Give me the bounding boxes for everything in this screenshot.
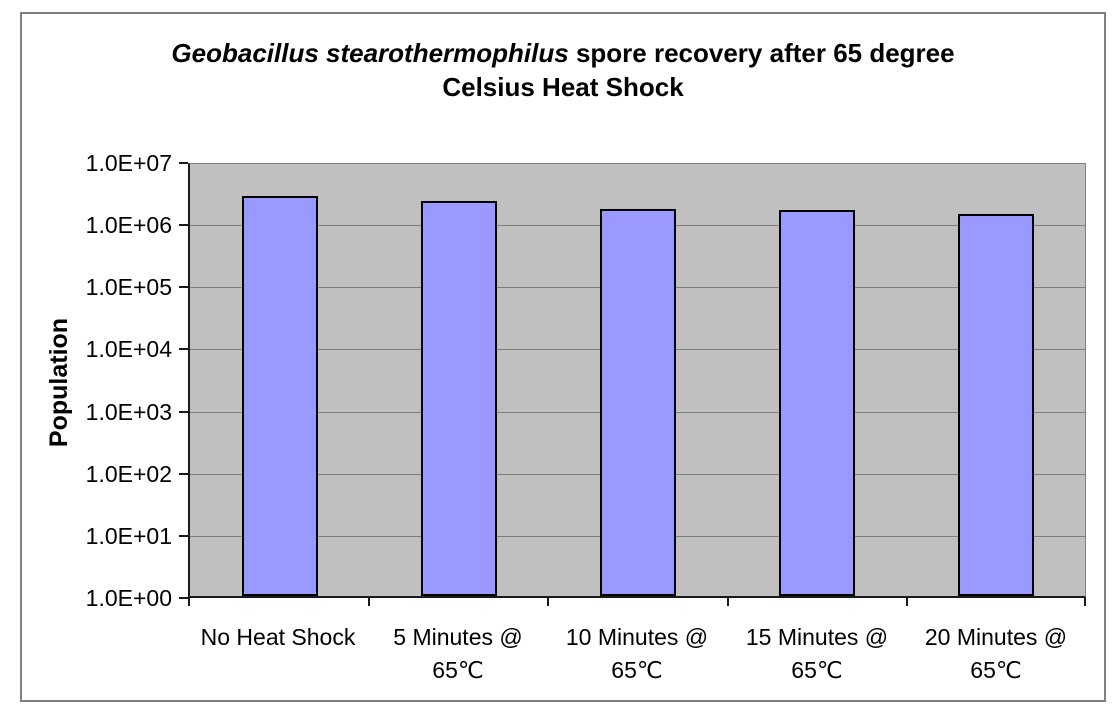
y-tick-mark xyxy=(179,224,188,226)
x-category-label-5-minutes-65: 5 Minutes @ 65℃ xyxy=(368,621,548,687)
x-category-label-15-minutes-65: 15 Minutes @ 65℃ xyxy=(727,621,907,687)
x-category-label-no-heat-shock: No Heat Shock xyxy=(188,621,368,654)
x-category-label-line: 65℃ xyxy=(791,657,843,683)
y-tick-mark xyxy=(179,286,188,288)
chart-title-line2: Celsius Heat Shock xyxy=(442,72,684,102)
x-tick-mark xyxy=(1084,598,1086,606)
x-tick-mark xyxy=(727,598,729,606)
x-category-label-line: 5 Minutes @ xyxy=(393,624,523,650)
bar-15-minutes-65 xyxy=(779,210,855,596)
y-tick-label: 1.0E+07 xyxy=(85,150,172,176)
y-axis-title: Population xyxy=(38,217,82,547)
y-tick-mark xyxy=(179,348,188,350)
chart-title-species: Geobacillus stearothermophilus xyxy=(171,38,569,68)
x-tick-mark xyxy=(906,598,908,606)
bar-10-minutes-65 xyxy=(600,209,676,596)
x-category-label-10-minutes-65: 10 Minutes @ 65℃ xyxy=(547,621,727,687)
chart-title-line1: Geobacillus stearothermophilus spore rec… xyxy=(22,36,1104,70)
y-tick-label: 1.0E+02 xyxy=(85,461,172,487)
y-tick-label: 1.0E+05 xyxy=(85,274,172,300)
bar-20-minutes-65 xyxy=(958,214,1034,596)
y-tick-mark xyxy=(179,411,188,413)
chart-frame: Geobacillus stearothermophilus spore rec… xyxy=(20,12,1106,702)
bar-5-minutes-65 xyxy=(421,201,497,596)
x-category-label-line: No Heat Shock xyxy=(200,624,356,650)
y-tick-label: 1.0E+04 xyxy=(85,336,172,362)
y-tick-label: 1.0E+01 xyxy=(85,523,172,549)
x-tick-mark xyxy=(188,598,190,606)
y-tick-mark xyxy=(179,162,188,164)
y-tick-mark xyxy=(179,535,188,537)
y-tick-label: 1.0E+03 xyxy=(85,399,172,425)
y-tick-mark xyxy=(179,597,188,599)
x-tick-mark xyxy=(547,598,549,606)
y-tick-label: 1.0E+06 xyxy=(85,212,172,238)
plot-area xyxy=(188,163,1086,598)
y-tick-mark xyxy=(179,473,188,475)
x-category-label-line: 65℃ xyxy=(970,657,1022,683)
chart-title-rest: spore recovery after 65 degree xyxy=(568,38,955,68)
bar-no-heat-shock xyxy=(242,196,318,596)
x-category-label-line: 15 Minutes @ xyxy=(745,624,889,650)
x-category-label-20-minutes-65: 20 Minutes @ 65℃ xyxy=(906,621,1086,687)
x-category-label-line: 10 Minutes @ xyxy=(565,624,709,650)
x-category-label-line: 65℃ xyxy=(611,657,663,683)
x-category-label-line: 20 Minutes @ xyxy=(924,624,1068,650)
x-tick-mark xyxy=(368,598,370,606)
y-tick-label: 1.0E+00 xyxy=(85,585,172,611)
x-category-label-line: 65℃ xyxy=(432,657,484,683)
